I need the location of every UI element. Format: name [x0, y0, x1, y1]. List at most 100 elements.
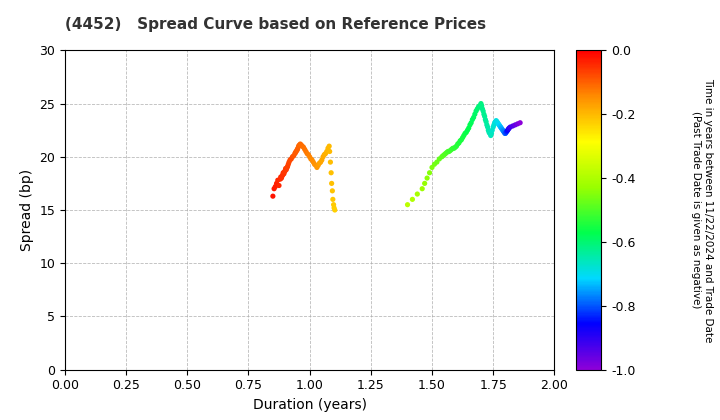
Point: [312, 162, 324, 169]
Point: [454, 137, 466, 144]
Point: [497, 127, 508, 134]
Point: [280, 165, 292, 172]
Point: [431, 159, 443, 165]
Point: [464, 121, 476, 128]
Point: [438, 151, 450, 158]
Point: [304, 153, 315, 160]
Point: [437, 152, 449, 159]
Point: [463, 125, 474, 131]
Point: [276, 175, 287, 181]
Point: [318, 151, 330, 158]
Point: [442, 148, 454, 155]
Point: [275, 173, 287, 180]
Point: [428, 161, 440, 168]
Point: [449, 144, 461, 151]
Point: [495, 125, 507, 131]
Point: [433, 155, 445, 162]
Point: [493, 121, 505, 128]
Point: [306, 157, 318, 163]
Point: [300, 148, 312, 155]
Point: [279, 167, 291, 174]
Point: [328, 201, 339, 208]
Point: [276, 173, 288, 179]
Point: [482, 123, 493, 130]
Point: [475, 100, 487, 107]
Point: [496, 126, 508, 132]
Point: [503, 126, 514, 132]
Point: [469, 111, 481, 118]
Point: [320, 150, 331, 157]
Point: [283, 159, 294, 165]
Point: [267, 193, 279, 199]
Point: [290, 148, 302, 155]
Point: [318, 153, 329, 160]
Point: [452, 141, 464, 147]
Point: [465, 119, 477, 126]
Point: [488, 121, 500, 128]
Point: [426, 164, 438, 171]
Point: [277, 169, 289, 176]
Point: [269, 185, 280, 192]
Point: [485, 132, 497, 139]
Y-axis label: Spread (bp): Spread (bp): [19, 169, 34, 251]
Text: Time in years between 11/22/2024 and Trade Date
(Past Trade Date is given as neg: Time in years between 11/22/2024 and Tra…: [691, 78, 713, 342]
Point: [482, 127, 494, 134]
Point: [477, 108, 489, 114]
Point: [284, 157, 296, 163]
Point: [456, 134, 468, 141]
Point: [502, 127, 513, 134]
Point: [461, 129, 472, 136]
X-axis label: Duration (years): Duration (years): [253, 398, 366, 412]
Point: [294, 142, 305, 148]
Point: [473, 103, 485, 110]
Point: [441, 149, 452, 156]
Point: [503, 125, 515, 131]
Point: [501, 128, 513, 135]
Point: [458, 132, 469, 139]
Point: [292, 146, 303, 153]
Point: [325, 159, 336, 165]
Point: [478, 111, 490, 118]
Point: [282, 163, 293, 170]
Point: [447, 145, 459, 152]
Point: [289, 150, 301, 157]
Point: [453, 139, 464, 146]
Point: [321, 148, 333, 155]
Point: [477, 105, 488, 112]
Point: [468, 114, 480, 121]
Point: [494, 123, 505, 129]
Point: [510, 121, 521, 128]
Point: [505, 123, 516, 130]
Point: [326, 180, 338, 187]
Point: [311, 164, 323, 171]
Point: [305, 155, 317, 162]
Point: [295, 142, 307, 148]
Point: [480, 118, 492, 125]
Point: [489, 119, 500, 126]
Point: [271, 180, 282, 187]
Point: [480, 116, 491, 123]
Point: [499, 130, 510, 137]
Point: [479, 113, 490, 120]
Point: [325, 169, 337, 176]
Point: [512, 121, 523, 127]
Point: [407, 196, 418, 203]
Point: [314, 160, 325, 167]
Point: [467, 116, 478, 123]
Point: [277, 171, 289, 178]
Point: [287, 153, 298, 160]
Point: [436, 153, 448, 160]
Point: [315, 159, 326, 165]
Point: [327, 196, 338, 203]
Point: [309, 161, 320, 168]
Point: [293, 143, 305, 150]
Point: [328, 205, 340, 211]
Text: (4452)   Spread Curve based on Reference Prices: (4452) Spread Curve based on Reference P…: [65, 17, 486, 32]
Point: [444, 147, 456, 154]
Point: [324, 148, 336, 155]
Point: [424, 169, 436, 176]
Point: [327, 187, 338, 194]
Point: [446, 146, 457, 153]
Point: [419, 180, 431, 187]
Point: [456, 136, 467, 143]
